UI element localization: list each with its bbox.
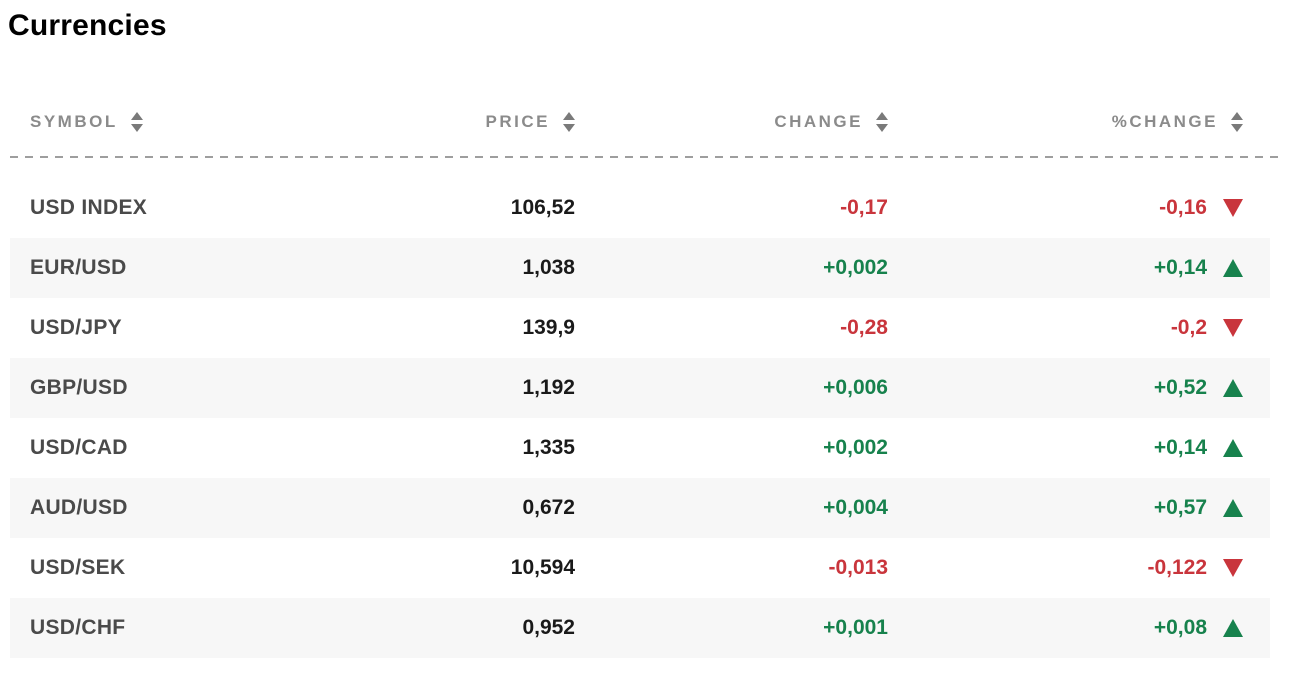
sort-arrows-icon: [1231, 112, 1243, 132]
table-row[interactable]: USD/CAD 1,335 +0,002 +0,14: [10, 418, 1270, 478]
column-header-label: SYMBOL: [30, 112, 118, 131]
direction-arrow-icon: [1223, 379, 1243, 397]
price-cell: 1,192: [522, 376, 575, 399]
symbol-cell: USD INDEX: [30, 196, 148, 219]
table-row[interactable]: USD/SEK 10,594 -0,013 -0,122: [10, 538, 1270, 598]
pct-change-value: -0,2: [1170, 316, 1207, 339]
column-header-price[interactable]: PRICE: [350, 112, 575, 132]
widget-title: Currencies: [8, 9, 167, 42]
pct-change-cell: +0,57: [888, 496, 1243, 520]
column-header-symbol[interactable]: SYMBOL: [30, 112, 350, 132]
direction-arrow-icon: [1223, 559, 1243, 577]
pct-change-value: -0,16: [1159, 196, 1207, 219]
table-row[interactable]: USD INDEX 106,52 -0,17 -0,16: [10, 178, 1270, 238]
pct-change-value: +0,08: [1153, 616, 1207, 639]
sort-arrows-icon: [130, 112, 143, 132]
direction-arrow-icon: [1223, 619, 1243, 637]
pct-change-cell: +0,08: [888, 616, 1243, 640]
change-cell: -0,28: [840, 316, 888, 339]
change-cell: +0,002: [823, 436, 888, 459]
direction-arrow-icon: [1223, 439, 1243, 457]
pct-change-cell: -0,2: [888, 316, 1243, 340]
change-cell: +0,002: [823, 256, 888, 279]
symbol-cell: USD/JPY: [30, 316, 122, 339]
direction-arrow-icon: [1223, 259, 1243, 277]
symbol-cell: GBP/USD: [30, 376, 128, 399]
change-cell: -0,013: [828, 556, 888, 579]
pct-change-value: +0,14: [1153, 256, 1207, 279]
symbol-cell: USD/CHF: [30, 616, 126, 639]
pct-change-value: +0,52: [1153, 376, 1207, 399]
pct-change-cell: +0,14: [888, 436, 1243, 460]
column-header-label: %CHANGE: [1111, 112, 1218, 131]
column-header-pct-change[interactable]: %CHANGE: [888, 112, 1243, 132]
change-cell: +0,004: [823, 496, 888, 519]
pct-change-cell: -0,16: [888, 196, 1243, 220]
table-header: SYMBOL PRICE CHANGE %CHANGE: [10, 100, 1270, 144]
currencies-widget: Currencies SYMBOL PRICE CHANGE %CHANGE U…: [0, 9, 1290, 658]
table-row[interactable]: AUD/USD 0,672 +0,004 +0,57: [10, 478, 1270, 538]
price-cell: 139,9: [522, 316, 575, 339]
table-row[interactable]: GBP/USD 1,192 +0,006 +0,52: [10, 358, 1270, 418]
column-header-label: PRICE: [485, 112, 550, 131]
price-cell: 1,335: [522, 436, 575, 459]
direction-arrow-icon: [1223, 319, 1243, 337]
symbol-cell: EUR/USD: [30, 256, 127, 279]
sort-arrows-icon: [563, 112, 575, 132]
price-cell: 1,038: [522, 256, 575, 279]
header-divider: [10, 156, 1280, 158]
change-cell: +0,001: [823, 616, 888, 639]
column-header-label: CHANGE: [774, 112, 863, 131]
symbol-cell: AUD/USD: [30, 496, 128, 519]
change-cell: +0,006: [823, 376, 888, 399]
table-row[interactable]: EUR/USD 1,038 +0,002 +0,14: [10, 238, 1270, 298]
table-row[interactable]: USD/CHF 0,952 +0,001 +0,08: [10, 598, 1270, 658]
price-cell: 10,594: [510, 556, 575, 579]
direction-arrow-icon: [1223, 499, 1243, 517]
pct-change-cell: +0,52: [888, 376, 1243, 400]
direction-arrow-icon: [1223, 199, 1243, 217]
pct-change-cell: +0,14: [888, 256, 1243, 280]
column-header-change[interactable]: CHANGE: [575, 112, 888, 132]
pct-change-value: -0,122: [1147, 556, 1207, 579]
change-cell: -0,17: [840, 196, 888, 219]
price-cell: 0,672: [522, 496, 575, 519]
sort-arrows-icon: [876, 112, 888, 132]
pct-change-value: +0,14: [1153, 436, 1207, 459]
table-body: USD INDEX 106,52 -0,17 -0,16 EUR/USD 1,0…: [0, 178, 1290, 658]
symbol-cell: USD/CAD: [30, 436, 128, 459]
price-cell: 0,952: [522, 616, 575, 639]
symbol-cell: USD/SEK: [30, 556, 126, 579]
price-cell: 106,52: [510, 196, 575, 219]
pct-change-cell: -0,122: [888, 556, 1243, 580]
table-row[interactable]: USD/JPY 139,9 -0,28 -0,2: [10, 298, 1270, 358]
pct-change-value: +0,57: [1153, 496, 1207, 519]
